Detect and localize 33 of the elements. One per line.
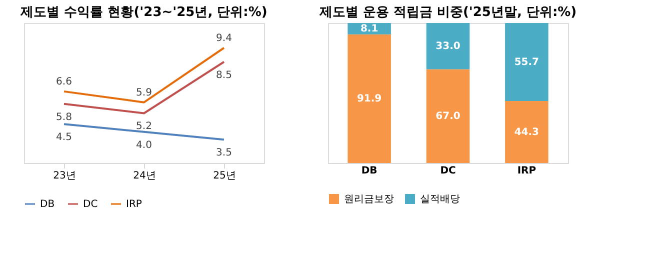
- data-label: 91.9: [356, 94, 382, 105]
- data-label: 5.8: [56, 112, 72, 123]
- data-label: 8.5: [216, 70, 232, 81]
- bar: [426, 23, 470, 70]
- data-label: 44.3: [514, 126, 540, 138]
- data-label: 4.0: [136, 140, 152, 151]
- x-tick-label: 23년: [53, 170, 76, 182]
- chart-title: 제도별 운용 적립금 비중('25년말, 단위:%): [318, 5, 577, 20]
- x-tick-label: 24년: [133, 170, 156, 182]
- legend-label: DB: [40, 199, 55, 210]
- bar: [505, 100, 548, 163]
- data-label: 33.0: [436, 41, 460, 52]
- data-label: 5.2: [136, 121, 152, 132]
- legend-label: IRP: [126, 199, 142, 210]
- data-label: 67.0: [436, 111, 460, 122]
- data-label: 55.7: [514, 56, 540, 68]
- data-label: 6.6: [56, 76, 72, 88]
- data-label: 5.9: [136, 87, 152, 98]
- data-label: 4.5: [56, 132, 72, 144]
- data-label: 8.1: [360, 24, 378, 35]
- legend-label: 실적배당: [420, 194, 460, 205]
- x-tick-label: 25년: [213, 170, 236, 182]
- chart-title: 제도별 수익률 현황('23~'25년, 단위:%): [20, 5, 268, 20]
- bar: [426, 69, 470, 163]
- data-label: 9.4: [216, 32, 232, 44]
- legend-label: 원리금보장: [344, 194, 394, 205]
- bar: [348, 34, 391, 163]
- bar: [505, 23, 548, 101]
- x-tick-label: DB: [361, 166, 378, 176]
- data-label: 3.5: [216, 148, 232, 159]
- x-tick-label: IRP: [517, 166, 536, 176]
- x-tick-label: DC: [440, 166, 456, 176]
- legend-label: DC: [83, 199, 98, 210]
